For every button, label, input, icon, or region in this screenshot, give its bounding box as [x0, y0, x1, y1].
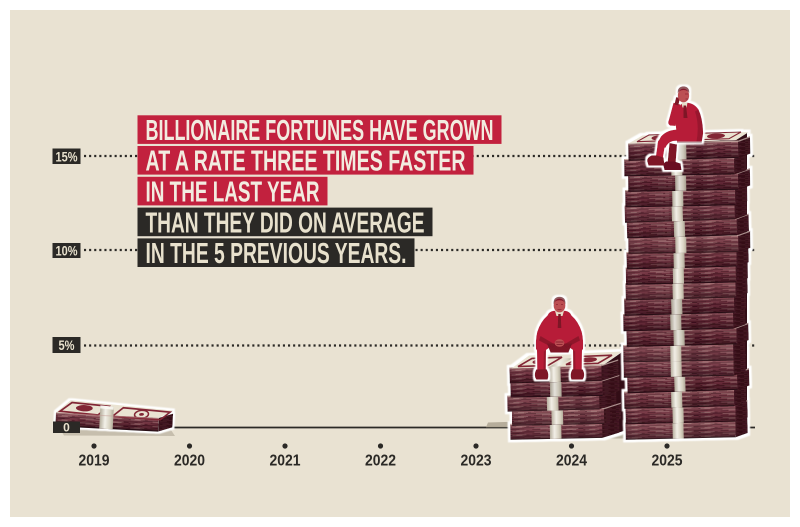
svg-text:2022: 2022 [365, 453, 396, 470]
svg-text:10%: 10% [56, 243, 78, 259]
svg-text:15%: 15% [56, 148, 78, 164]
svg-text:2020: 2020 [174, 453, 205, 470]
svg-text:IN THE LAST YEAR: IN THE LAST YEAR [146, 177, 320, 209]
svg-text:5%: 5% [59, 337, 75, 353]
svg-text:BILLIONAIRE FORTUNES HAVE GROW: BILLIONAIRE FORTUNES HAVE GROWN [146, 115, 494, 147]
svg-text:AT A RATE THREE TIMES FASTER: AT A RATE THREE TIMES FASTER [146, 146, 466, 178]
svg-text:2025: 2025 [652, 453, 683, 470]
svg-text:2021: 2021 [270, 453, 301, 470]
svg-text:0: 0 [63, 421, 70, 435]
svg-text:2023: 2023 [461, 453, 492, 470]
svg-text:2019: 2019 [79, 453, 110, 470]
svg-text:THAN THEY DID ON AVERAGE: THAN THEY DID ON AVERAGE [146, 207, 425, 239]
svg-text:2024: 2024 [556, 453, 587, 470]
svg-text:IN THE 5 PREVIOUS YEARS.: IN THE 5 PREVIOUS YEARS. [146, 238, 407, 270]
